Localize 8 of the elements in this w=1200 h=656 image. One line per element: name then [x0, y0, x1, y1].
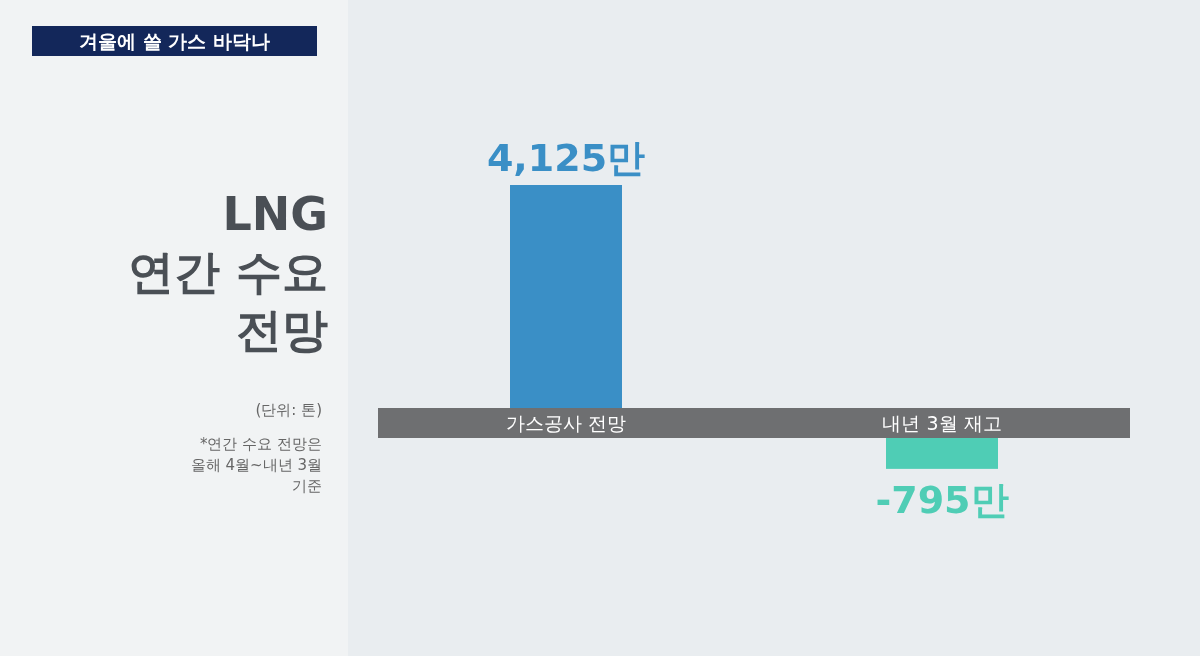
data-label: 4,125만: [486, 136, 646, 180]
text: (단위: 톤): [254, 400, 322, 421]
text: *연간 수요 전망은 올해 4월~내년 3월 기준: [190, 434, 322, 497]
data-label: -795만: [875, 477, 1009, 522]
x-tick-label: 내년 3월 재고: [882, 412, 1002, 434]
text: 겨울에 쓸 가스 바닥나: [32, 26, 317, 56]
x-tick-label: 가스공사 전망: [505, 412, 627, 434]
text: LNG 연간 수요 전망: [128, 186, 329, 359]
